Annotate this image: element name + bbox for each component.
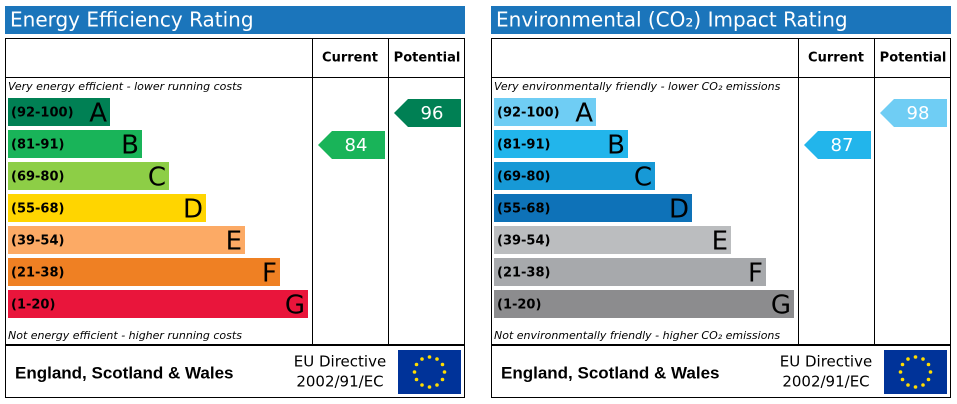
flag-star — [906, 383, 910, 387]
flag-star — [900, 377, 905, 382]
directive: EU Directive — [780, 353, 872, 371]
band-letter: F — [262, 259, 277, 289]
band-letter: A — [89, 99, 107, 129]
title-bar — [5, 6, 465, 34]
flag-star — [435, 383, 439, 387]
potential-arrow — [394, 99, 461, 127]
band — [494, 98, 596, 126]
band-letter: E — [712, 227, 728, 257]
band — [8, 98, 110, 126]
band-range: (55-68) — [11, 202, 64, 217]
band-letter: B — [121, 131, 139, 161]
top-note: Very energy efficient - lower running co… — [8, 80, 242, 93]
band-range: (1-20) — [11, 298, 55, 313]
band-range: (39-54) — [11, 234, 64, 249]
band-range: (55-68) — [497, 202, 550, 217]
band-range: (39-54) — [497, 234, 550, 249]
rating-box — [5, 38, 465, 345]
band — [8, 290, 308, 318]
band-letter: C — [634, 163, 652, 193]
band-range: (81-91) — [497, 138, 550, 153]
band-letter: B — [607, 131, 625, 161]
band — [494, 258, 766, 286]
current-header: Current — [808, 51, 864, 66]
potential-header: Potential — [880, 51, 947, 66]
region: England, Scotland & Wales — [501, 363, 720, 382]
rating-box — [491, 38, 951, 345]
current-arrow — [318, 131, 385, 159]
panel-title: Energy Efficiency Rating — [10, 8, 254, 32]
band-range: (21-38) — [11, 266, 64, 281]
current-arrow — [804, 131, 871, 159]
band-letter: C — [148, 163, 166, 193]
potential-arrow — [880, 99, 947, 127]
flag-star — [898, 370, 903, 374]
flag-star — [442, 370, 447, 374]
flag-star — [906, 357, 910, 361]
flag-star — [435, 357, 439, 361]
band-letter: D — [183, 195, 203, 225]
band — [8, 258, 280, 286]
bottom-note: Not energy efficient - higher running co… — [8, 329, 242, 342]
flag-star — [913, 355, 918, 359]
band — [8, 130, 142, 158]
potential-header: Potential — [394, 51, 461, 66]
directive: EU Directive — [294, 353, 386, 371]
band-range: (81-91) — [11, 138, 64, 153]
flag-star — [420, 383, 424, 387]
band-range: (1-20) — [497, 298, 541, 313]
band — [8, 162, 169, 190]
current-value: 84 — [345, 135, 368, 156]
band-range: (69-80) — [497, 170, 550, 185]
band-range: (21-38) — [497, 266, 550, 281]
band — [494, 226, 731, 254]
flag-star — [926, 362, 931, 367]
flag-star — [921, 383, 925, 387]
band-range: (92-100) — [497, 106, 560, 121]
bottom-note: Not environmentally friendly - higher CO… — [494, 329, 780, 342]
flag-star — [921, 357, 925, 361]
flag-star — [427, 385, 432, 389]
band-letter: D — [669, 195, 689, 225]
band — [494, 194, 692, 222]
current-value: 87 — [831, 135, 854, 156]
flag-star — [928, 370, 933, 374]
flag-star — [412, 370, 417, 374]
footer-box — [5, 345, 465, 398]
band-letter: A — [575, 99, 593, 129]
flag-star — [414, 362, 419, 367]
flag-star — [414, 377, 419, 382]
top-note: Very environmentally friendly - lower CO… — [494, 80, 781, 93]
band-letter: E — [226, 227, 242, 257]
footer-box — [491, 345, 951, 398]
band-range: (69-80) — [11, 170, 64, 185]
flag-star — [420, 357, 424, 361]
flag-star — [926, 377, 931, 382]
flag-star — [440, 362, 445, 367]
directive-code: 2002/91/EC — [782, 373, 869, 391]
flag-star — [900, 362, 905, 367]
title-bar — [491, 6, 951, 34]
potential-value: 98 — [907, 103, 930, 124]
band-letter: G — [771, 291, 791, 321]
flag-star — [427, 355, 432, 359]
directive-code: 2002/91/EC — [296, 373, 383, 391]
band-letter: F — [748, 259, 763, 289]
band — [494, 290, 794, 318]
panel-title: Environmental (CO₂) Impact Rating — [496, 8, 848, 32]
flag-star — [913, 385, 918, 389]
band — [8, 194, 206, 222]
band — [494, 162, 655, 190]
band-letter: G — [285, 291, 305, 321]
band — [8, 226, 245, 254]
flag-star — [440, 377, 445, 382]
band — [494, 130, 628, 158]
current-header: Current — [322, 51, 378, 66]
band-range: (92-100) — [11, 106, 74, 121]
potential-value: 96 — [421, 103, 444, 124]
region: England, Scotland & Wales — [15, 363, 234, 382]
